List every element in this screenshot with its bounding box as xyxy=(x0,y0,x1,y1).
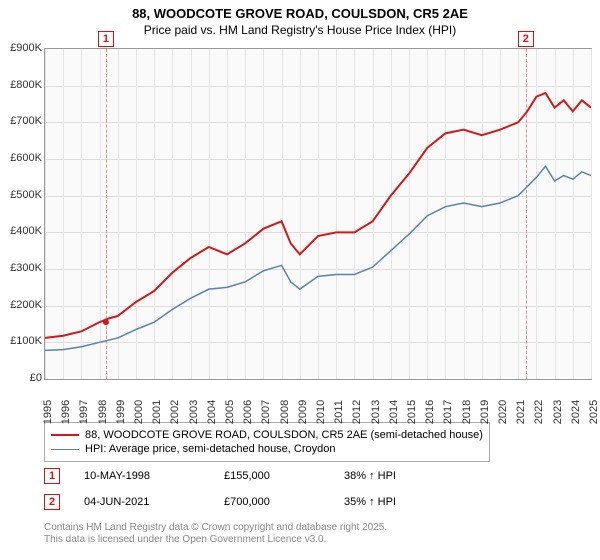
x-tick-label: 2020 xyxy=(497,400,509,424)
sale-price: £700,000 xyxy=(224,496,344,508)
x-tick-label: 2012 xyxy=(351,400,363,424)
legend-row: HPI: Average price, semi-detached house,… xyxy=(51,443,483,455)
x-tick-label: 2005 xyxy=(224,400,236,424)
x-tick-label: 2025 xyxy=(588,400,600,424)
y-tick-label: £0 xyxy=(0,372,42,384)
x-tick-label: 2019 xyxy=(479,400,491,424)
x-tick-label: 1997 xyxy=(78,400,90,424)
y-tick-label: £700K xyxy=(0,115,42,127)
sale-marker-box: 1 xyxy=(98,31,114,47)
x-tick-label: 1998 xyxy=(97,400,109,424)
series-svg xyxy=(45,49,591,379)
y-tick-label: £400K xyxy=(0,225,42,237)
x-tick-label: 2021 xyxy=(515,400,527,424)
footer-copyright: Contains HM Land Registry data © Crown c… xyxy=(44,522,387,533)
x-tick-label: 1996 xyxy=(60,400,72,424)
x-tick-label: 2011 xyxy=(333,400,345,424)
x-tick-label: 2004 xyxy=(206,400,218,424)
x-tick-label: 1999 xyxy=(115,400,127,424)
legend: 88, WOODCOTE GROVE ROAD, COULSDON, CR5 2… xyxy=(44,422,490,462)
sale-marker-box: 2 xyxy=(518,31,534,47)
x-tick-label: 2023 xyxy=(552,400,564,424)
sale-pct: 35% ↑ HPI xyxy=(344,496,396,508)
x-tick-label: 2009 xyxy=(297,400,309,424)
x-tick-label: 2001 xyxy=(151,400,163,424)
gridline-v xyxy=(591,49,592,379)
legend-row: 88, WOODCOTE GROVE ROAD, COULSDON, CR5 2… xyxy=(51,429,483,441)
y-tick-label: £300K xyxy=(0,262,42,274)
legend-label: HPI: Average price, semi-detached house,… xyxy=(85,443,336,455)
series-line-hpi xyxy=(45,166,591,350)
sale-date: 10-MAY-1998 xyxy=(84,470,224,482)
x-tick-label: 2024 xyxy=(570,400,582,424)
x-tick-label: 2008 xyxy=(279,400,291,424)
sale-date: 04-JUN-2021 xyxy=(84,496,224,508)
x-tick-label: 2022 xyxy=(533,400,545,424)
x-tick-label: 2016 xyxy=(424,400,436,424)
legend-swatch xyxy=(51,449,79,450)
sale-marker-icon: 2 xyxy=(44,494,60,510)
plot-area: 12 xyxy=(44,48,592,380)
footer-licence: This data is licensed under the Open Gov… xyxy=(44,534,326,545)
x-tick-label: 2002 xyxy=(169,400,181,424)
x-tick-label: 2015 xyxy=(406,400,418,424)
x-tick-label: 2014 xyxy=(388,400,400,424)
x-tick-label: 2006 xyxy=(242,400,254,424)
x-tick-label: 2010 xyxy=(315,400,327,424)
series-line-price_paid xyxy=(45,93,591,338)
sale-price: £155,000 xyxy=(224,470,344,482)
x-tick-label: 2000 xyxy=(133,400,145,424)
y-tick-label: £500K xyxy=(0,189,42,201)
chart-title-line1: 88, WOODCOTE GROVE ROAD, COULSDON, CR5 2… xyxy=(0,0,600,23)
y-tick-label: £600K xyxy=(0,152,42,164)
x-tick-label: 2003 xyxy=(188,400,200,424)
chart-container: { "title_line1": "88, WOODCOTE GROVE ROA… xyxy=(0,0,600,560)
chart-title-line2: Price paid vs. HM Land Registry's House … xyxy=(0,23,600,41)
x-tick-label: 2017 xyxy=(442,400,454,424)
sale-row: 2 04-JUN-2021£700,00035% ↑ HPI xyxy=(44,494,396,510)
y-tick-label: £900K xyxy=(0,42,42,54)
y-tick-label: £200K xyxy=(0,299,42,311)
y-tick-label: £800K xyxy=(0,79,42,91)
sale-pct: 38% ↑ HPI xyxy=(344,470,396,482)
x-tick-label: 2018 xyxy=(461,400,473,424)
sale-marker-icon: 1 xyxy=(44,468,60,484)
legend-swatch xyxy=(51,434,79,436)
legend-label: 88, WOODCOTE GROVE ROAD, COULSDON, CR5 2… xyxy=(85,429,483,441)
x-tick-label: 2007 xyxy=(260,400,272,424)
price-point-dot xyxy=(103,319,109,325)
y-tick-label: £100K xyxy=(0,335,42,347)
x-tick-label: 2013 xyxy=(370,400,382,424)
x-tick-label: 1995 xyxy=(42,400,54,424)
sale-row: 1 10-MAY-1998£155,00038% ↑ HPI xyxy=(44,468,396,484)
